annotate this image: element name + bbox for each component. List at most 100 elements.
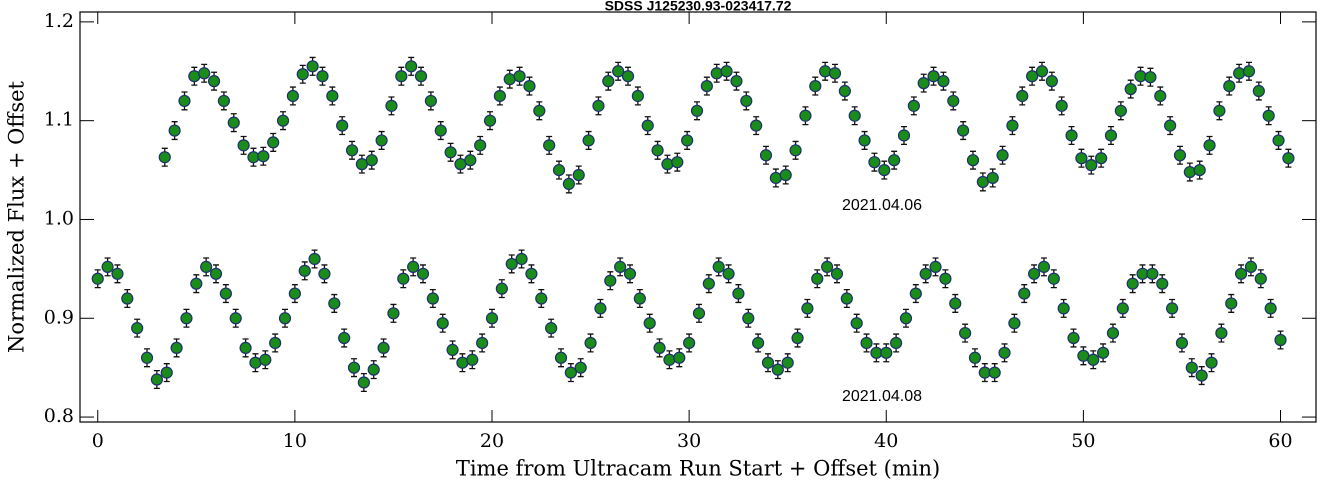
data-point	[574, 361, 587, 374]
data-point	[1035, 65, 1049, 78]
data-point	[801, 302, 814, 315]
data-point	[722, 267, 735, 280]
data-point	[513, 70, 526, 83]
data-point	[525, 267, 538, 280]
data-point	[276, 114, 290, 127]
data-point	[671, 156, 684, 169]
data-point	[641, 119, 654, 132]
data-point	[1126, 277, 1139, 290]
data-point	[621, 70, 635, 83]
x-axis-label: Time from Ultracam Run Start + Offset (m…	[456, 457, 940, 481]
data-point	[1205, 356, 1218, 369]
data-point	[750, 119, 763, 132]
data-point	[347, 361, 361, 374]
data-point	[150, 373, 163, 386]
data-point	[286, 89, 299, 103]
data-point	[407, 260, 420, 273]
data-point	[485, 312, 499, 325]
data-point	[623, 267, 637, 280]
data-point	[554, 351, 568, 364]
data-point	[535, 292, 548, 305]
data-point	[444, 146, 457, 159]
data-point	[1234, 267, 1248, 280]
data-point	[515, 252, 528, 266]
data-point	[592, 99, 605, 112]
data-point	[1154, 89, 1167, 103]
data-point	[200, 260, 213, 273]
data-point	[464, 154, 477, 167]
data-point	[466, 353, 479, 366]
data-point	[692, 307, 706, 320]
data-point	[919, 267, 932, 280]
data-point	[572, 168, 585, 182]
data-point	[838, 84, 851, 98]
data-point	[414, 70, 428, 83]
data-point	[239, 341, 252, 355]
data-point	[929, 260, 942, 273]
chart-title: SDSS J125230.93-023417.72	[605, 0, 792, 14]
data-point	[562, 177, 575, 191]
data-point	[612, 65, 625, 78]
data-point	[631, 89, 644, 103]
data-point	[505, 257, 518, 271]
data-point	[673, 351, 686, 364]
data-point	[781, 356, 794, 369]
x-tick-label: 10	[283, 430, 307, 452]
data-point	[140, 351, 154, 364]
data-point	[375, 134, 388, 147]
data-point	[1047, 272, 1060, 285]
data-point	[899, 312, 913, 325]
data-point	[651, 144, 664, 157]
data-point	[957, 124, 970, 137]
data-point	[937, 75, 950, 88]
data-point	[259, 353, 272, 366]
y-axis-label: Normalized Flux + Offset	[5, 80, 29, 352]
data-point	[1016, 89, 1029, 103]
data-point	[336, 119, 349, 132]
data-point	[387, 307, 400, 320]
data-point	[1055, 99, 1068, 112]
data-point	[740, 94, 753, 108]
data-point	[395, 70, 408, 83]
data-point	[476, 336, 489, 350]
data-point	[1195, 369, 1208, 382]
data-point	[811, 272, 824, 285]
data-point	[328, 297, 341, 310]
data-point	[345, 144, 359, 157]
data-point	[219, 287, 232, 300]
data-point	[1233, 67, 1246, 80]
data-point	[1006, 119, 1019, 132]
data-point	[968, 351, 982, 364]
data-point	[91, 272, 104, 285]
data-point	[121, 292, 134, 305]
data-point	[759, 149, 773, 162]
data-point	[821, 260, 834, 273]
data-point	[732, 287, 745, 300]
data-point	[888, 154, 901, 167]
data-point	[178, 94, 191, 108]
data-point	[1183, 165, 1196, 179]
data-point	[131, 322, 144, 335]
data-point	[296, 68, 309, 81]
data-point	[791, 331, 804, 345]
data-point	[1164, 119, 1177, 132]
data-point	[1215, 326, 1228, 340]
data-point	[996, 149, 1009, 162]
data-point	[168, 124, 181, 137]
data-point	[959, 326, 972, 340]
data-point	[207, 75, 221, 88]
data-point	[446, 343, 459, 356]
data-point	[819, 65, 832, 78]
data-point	[306, 60, 319, 73]
data-point	[742, 312, 755, 325]
data-point	[1173, 149, 1187, 162]
data-point	[365, 154, 378, 167]
data-point	[1095, 152, 1108, 165]
data-point	[1165, 302, 1179, 315]
data-point	[357, 376, 370, 389]
plot-frame	[79, 11, 1317, 423]
data-point	[424, 94, 437, 108]
data-point	[840, 292, 853, 305]
data-point	[830, 267, 844, 280]
